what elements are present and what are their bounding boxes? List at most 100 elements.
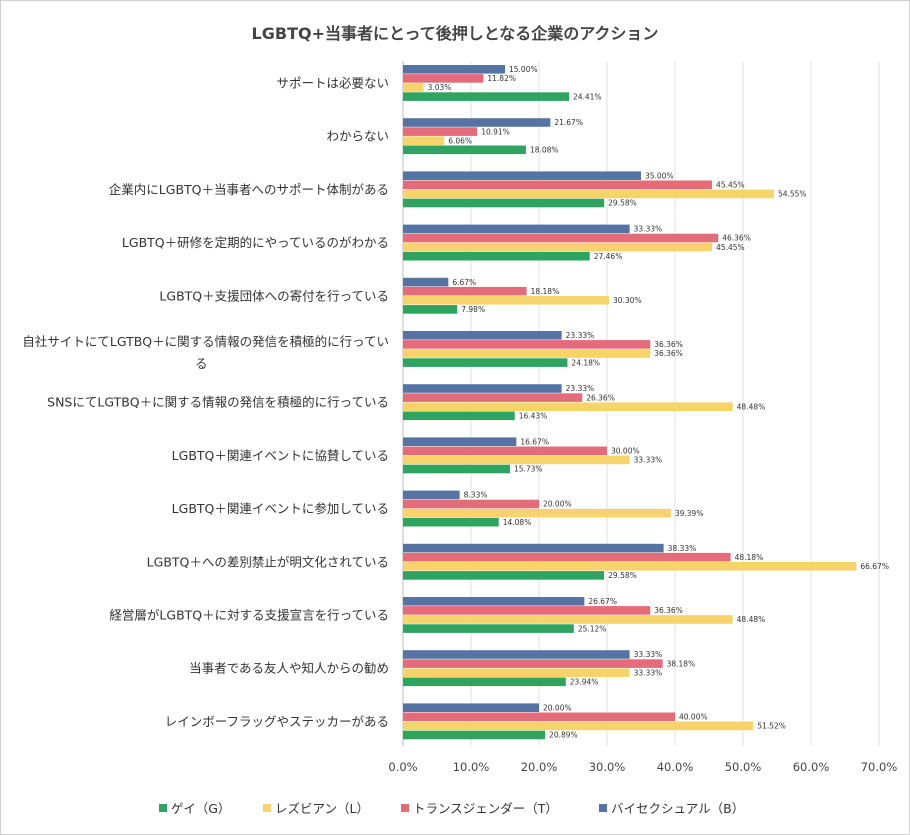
- category-label: 企業内にLGBTQ＋当事者へのサポート体制がある: [109, 182, 389, 197]
- data-label: 20.89%: [549, 731, 578, 740]
- category-label: レインボーフラッグやステッカーがある: [165, 714, 389, 729]
- bar: [403, 65, 505, 74]
- data-label: 29.58%: [608, 571, 637, 580]
- data-label: 6.67%: [452, 278, 476, 287]
- x-tick-label: 70.0%: [861, 760, 898, 774]
- data-label: 45.45%: [716, 181, 745, 190]
- data-label: 30.00%: [611, 447, 640, 456]
- legend-label: レズビアン（L）: [275, 801, 369, 816]
- category-label: わからない: [326, 129, 389, 144]
- bar: [403, 446, 607, 456]
- bar: [403, 305, 458, 314]
- data-label: 51.52%: [757, 722, 786, 731]
- data-label: 11.82%: [487, 74, 516, 83]
- category-label: LGBTQ＋関連イベントに参加している: [172, 501, 389, 516]
- bar: [403, 340, 651, 349]
- bar: [403, 171, 641, 180]
- data-label: 15.00%: [509, 65, 538, 74]
- bar: [403, 136, 445, 145]
- bar: [403, 543, 664, 553]
- bar: [403, 730, 546, 740]
- bar: [403, 411, 515, 421]
- data-label: 14.08%: [503, 518, 532, 527]
- bar: [403, 127, 478, 136]
- data-label: 16.67%: [520, 437, 549, 446]
- data-label: 45.45%: [716, 243, 745, 252]
- data-label: 30.30%: [613, 296, 642, 305]
- data-label: 18.08%: [530, 146, 559, 155]
- x-tick-label: 20.0%: [521, 760, 558, 774]
- data-label: 33.33%: [634, 225, 663, 234]
- data-label: 23.94%: [570, 678, 599, 687]
- data-label: 48.18%: [735, 553, 764, 562]
- legend-label: トランスジェンダー（T）: [413, 801, 558, 816]
- data-label: 39.39%: [675, 509, 704, 518]
- bar: [403, 242, 713, 252]
- data-label: 36.36%: [654, 606, 683, 615]
- bar: [403, 74, 484, 83]
- bar: [403, 233, 719, 243]
- bar: [403, 402, 733, 411]
- data-label: 66.67%: [860, 562, 889, 571]
- data-label: 40.00%: [679, 713, 708, 722]
- bar: [403, 455, 630, 465]
- data-label: 38.18%: [667, 659, 696, 668]
- bar: [403, 650, 630, 659]
- data-label: 25.12%: [578, 624, 607, 633]
- data-label: 26.67%: [588, 597, 617, 606]
- data-label: 33.33%: [634, 456, 663, 465]
- bar: [403, 597, 585, 606]
- bar: [403, 198, 605, 208]
- bar: [403, 224, 630, 234]
- data-label: 15.73%: [514, 465, 543, 474]
- data-label: 33.33%: [634, 650, 663, 659]
- data-label: 27.46%: [594, 252, 623, 261]
- data-label: 29.58%: [608, 199, 637, 208]
- data-label: 33.33%: [634, 668, 663, 677]
- legend-label: バイセクシュアル（B）: [611, 801, 744, 816]
- bar: [403, 703, 539, 712]
- x-tick-label: 10.0%: [453, 760, 490, 774]
- x-tick-label: 30.0%: [589, 760, 626, 774]
- legend-swatch: [401, 804, 409, 812]
- data-label: 10.91%: [481, 127, 510, 136]
- data-label: 8.33%: [464, 491, 488, 500]
- legend: ゲイ（G） レズビアン（L） トランスジェンダー（T） バイセクシュアル（B）: [159, 801, 744, 816]
- x-tick-label: 0.0%: [388, 760, 417, 774]
- bar: [403, 571, 605, 580]
- bar: [403, 358, 568, 367]
- data-label: 18.18%: [531, 287, 560, 296]
- x-tick-label: 50.0%: [725, 760, 762, 774]
- bar: [403, 286, 527, 296]
- bar: [403, 145, 526, 155]
- data-label: 20.00%: [543, 500, 572, 509]
- bar: [403, 517, 499, 527]
- bar: [403, 659, 663, 668]
- x-tick-label: 60.0%: [793, 760, 830, 774]
- bar: [403, 118, 551, 127]
- category-label: 当事者である友人や知人からの勧め: [189, 661, 389, 676]
- chart-title: LGBTQ+当事者にとって後押しとなる企業のアクション: [252, 24, 659, 43]
- category-label-cont: る: [195, 356, 208, 371]
- data-label: 16.43%: [519, 412, 548, 421]
- bar: [403, 277, 449, 287]
- category-label: 経営層がLGBTQ＋に対する支援宣言を行っている: [109, 607, 389, 622]
- data-label: 35.00%: [645, 171, 674, 180]
- bar: [403, 624, 574, 633]
- data-label: 38.33%: [668, 544, 697, 553]
- category-label: LGBTQ＋研修を定期的にやっているのがわかる: [122, 235, 389, 250]
- category-label: LGBTQ＋への差別禁止が明文化されている: [147, 554, 389, 569]
- bar: [403, 677, 566, 687]
- data-label: 54.55%: [778, 190, 807, 199]
- bar: [403, 83, 424, 92]
- data-label: 23.33%: [566, 331, 595, 340]
- data-label: 48.48%: [737, 615, 766, 624]
- category-label: 自社サイトにてLGTBQ＋に関する情報の発信を積極的に行ってい: [22, 334, 389, 349]
- bar: [403, 384, 562, 393]
- data-label: 26.36%: [586, 393, 615, 402]
- bar: [403, 92, 569, 101]
- bar: [403, 712, 675, 722]
- data-label: 21.67%: [554, 118, 583, 127]
